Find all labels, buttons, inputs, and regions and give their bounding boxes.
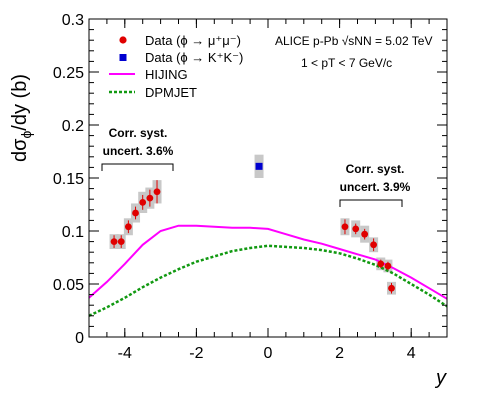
data-point-mumu [124, 223, 132, 231]
data-point-mumu [384, 262, 392, 270]
corr-syst-right-bracket [339, 199, 403, 207]
axis-ticks: -4 -2 0 2 4 0 0.05 0.1 0.15 0.2 0.25 0.3 [53, 12, 448, 362]
x-tick-label: 2 [335, 345, 344, 362]
y-tick-label: 0.3 [62, 12, 84, 29]
legend-entry-mumu: Data (ϕ → μ⁺μ⁻) [119, 33, 241, 48]
legend-label-mumu: Data (ϕ → μ⁺μ⁻) [145, 33, 241, 48]
y-tick-label: 0.2 [62, 118, 84, 135]
data-point-mumu [388, 284, 395, 292]
corr-syst-annotation-left: Corr. syst. uncert. 3.6% [101, 126, 174, 171]
legend-entry-hijing: HIJING [109, 67, 188, 82]
data-point-kk [255, 162, 263, 170]
data-point-mumu [341, 223, 349, 231]
data-point-mumu [139, 198, 147, 206]
legend-entry-kk: Data (ϕ → K⁺K⁻) [119, 50, 243, 65]
legend-label-kk: Data (ϕ → K⁺K⁻) [145, 50, 243, 65]
corr-syst-left-line2: uncert. 3.6% [103, 144, 174, 158]
legend-marker-mumu [119, 36, 127, 44]
model-curves [88, 224, 448, 317]
x-tick-label: 4 [407, 345, 416, 362]
data-point-mumu [370, 241, 378, 249]
x-tick-label: -4 [118, 345, 132, 362]
data-point-mumu [132, 209, 139, 217]
y-tick-label: 0.05 [53, 277, 84, 294]
legend-marker-kk [119, 54, 127, 61]
x-axis-title: y [434, 367, 447, 389]
y-axis-title-main: dσ [9, 138, 31, 162]
legend-label-dpmjet: DPMJET [145, 85, 197, 100]
corr-syst-left-line1: Corr. syst. [109, 126, 168, 140]
data-point-mumu [153, 188, 161, 196]
corr-syst-right-line2: uncert. 3.9% [340, 180, 411, 194]
data-point-mumu [377, 260, 385, 268]
y-tick-label: 0.1 [62, 224, 84, 241]
y-axis-title-tail: /dy (b) [9, 74, 31, 131]
data-point-mumu [110, 238, 118, 246]
data-point-mumu [352, 225, 360, 233]
data-point-mumu [117, 238, 125, 246]
corr-syst-annotation-right: Corr. syst. uncert. 3.9% [339, 162, 411, 207]
legend-entry-dpmjet: DPMJET [109, 85, 197, 100]
data-point-mumu [146, 194, 154, 202]
curve-dpmjet [88, 244, 448, 317]
y-axis-title: dσϕ/dy (b) [9, 74, 34, 162]
x-tick-label: 0 [264, 345, 273, 362]
x-tick-label: -2 [189, 345, 203, 362]
legend: Data (ϕ → μ⁺μ⁻) Data (ϕ → K⁺K⁻) HIJING D… [109, 33, 243, 100]
data-point-mumu [361, 230, 369, 238]
y-tick-label: 0.25 [53, 65, 84, 82]
y-axis-title-sub: ϕ [18, 131, 34, 139]
corr-syst-left-bracket [101, 163, 174, 171]
info-line-1: ALICE p-Pb √sNN = 5.02 TeV [275, 34, 432, 48]
data-points [110, 162, 395, 294]
y-tick-label: 0 [75, 330, 84, 347]
info-line-2: 1 < pT < 7 GeV/c [301, 56, 392, 70]
legend-label-hijing: HIJING [145, 67, 188, 82]
y-tick-label: 0.15 [53, 171, 84, 188]
corr-syst-right-line1: Corr. syst. [346, 162, 405, 176]
